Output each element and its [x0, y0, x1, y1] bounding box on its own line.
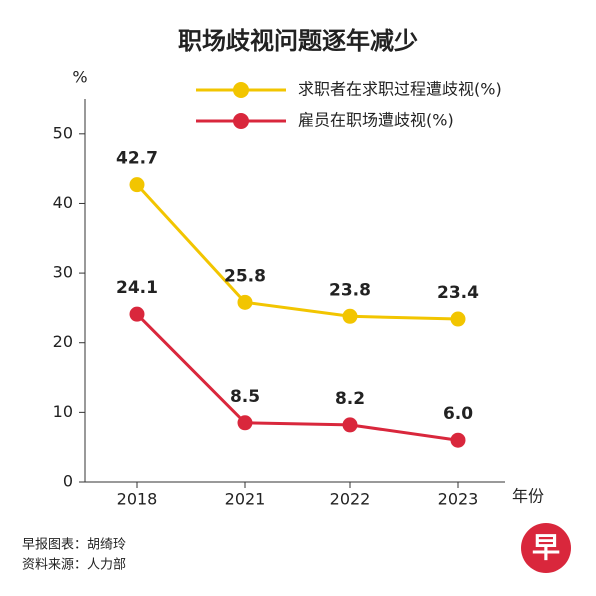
y-tick-label: 50	[53, 123, 73, 142]
data-label: 42.7	[116, 149, 158, 169]
data-label: 8.2	[335, 389, 365, 409]
x-axis-label: 年份	[512, 487, 544, 506]
data-point	[237, 294, 253, 310]
data-point	[450, 432, 466, 448]
y-tick-label: 40	[53, 193, 73, 212]
logo	[521, 523, 571, 573]
y-tick-label: 10	[53, 402, 73, 421]
data-point	[129, 177, 145, 193]
note: 早报图表：胡绮玲	[22, 538, 126, 553]
data-label: 23.4	[437, 283, 479, 303]
legend-label: 雇员在职场遭歧视(%)	[298, 111, 454, 130]
legend-label: 求职者在求职过程遭歧视(%)	[298, 80, 502, 99]
note: 资料来源：人力部	[22, 558, 126, 573]
y-tick-label: 20	[53, 332, 73, 351]
data-label: 23.8	[329, 280, 371, 300]
data-label: 25.8	[224, 266, 266, 286]
data-point	[129, 306, 145, 322]
data-label: 24.1	[116, 278, 158, 298]
legend-marker	[233, 113, 249, 129]
x-tick-label: 2023	[438, 490, 479, 509]
line	[135, 313, 459, 442]
y-axis-label: %	[72, 68, 87, 87]
y-tick-label: 0	[63, 472, 73, 491]
x-tick-label: 2022	[330, 490, 371, 509]
line	[135, 183, 459, 321]
chart-title: 职场歧视问题逐年减少	[178, 27, 418, 55]
x-tick-label: 2018	[117, 490, 158, 509]
data-point	[342, 417, 358, 433]
data-point	[450, 311, 466, 327]
data-label: 8.5	[230, 387, 260, 407]
data-label: 6.0	[443, 404, 473, 424]
data-point	[342, 308, 358, 324]
y-tick-label: 30	[53, 263, 73, 282]
data-point	[237, 415, 253, 431]
legend-marker	[233, 82, 249, 98]
x-tick-label: 2021	[225, 490, 266, 509]
logo-text: 早	[532, 531, 560, 564]
